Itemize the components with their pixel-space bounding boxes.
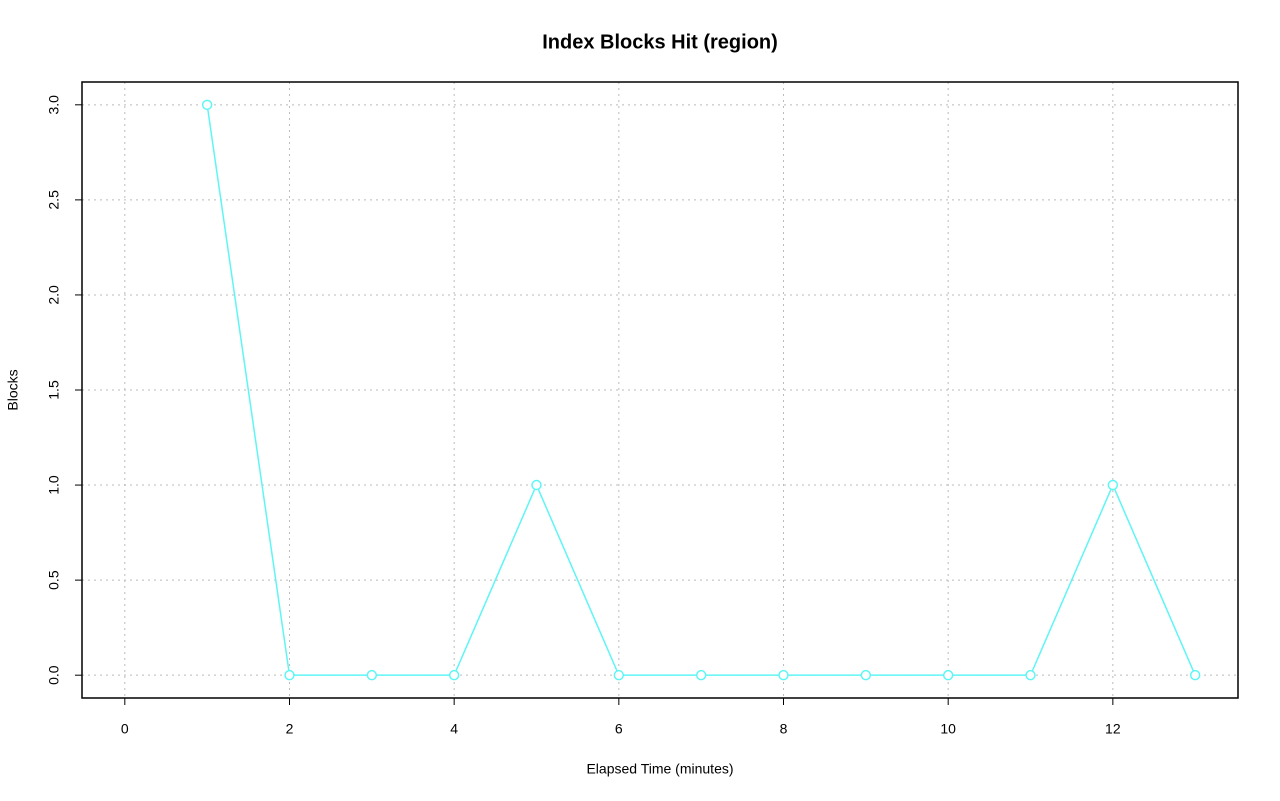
y-axis-label: Blocks <box>5 369 21 410</box>
x-tick-label: 8 <box>780 721 788 737</box>
x-tick-label: 10 <box>940 721 956 737</box>
y-tick-label: 2.5 <box>46 190 62 210</box>
data-point <box>613 669 625 681</box>
y-tick-label: 0.5 <box>46 570 62 590</box>
data-point <box>1189 669 1201 681</box>
data-point <box>860 669 872 681</box>
data-point <box>942 669 954 681</box>
y-tick-label: 0.0 <box>46 665 62 685</box>
x-tick-label: 0 <box>121 721 129 737</box>
data-point <box>1025 669 1036 681</box>
y-tick-label: 1.0 <box>46 475 62 495</box>
data-point <box>448 669 460 681</box>
y-tick-label: 1.5 <box>46 380 62 400</box>
chart-title: Index Blocks Hit (region) <box>542 31 778 53</box>
x-axis-label: Elapsed Time (minutes) <box>586 761 733 777</box>
data-point <box>201 99 213 111</box>
x-tick-label: 6 <box>615 721 623 737</box>
data-point <box>695 669 707 681</box>
plot-frame <box>81 81 1239 699</box>
y-tick-label: 2.0 <box>46 285 62 305</box>
data-point <box>366 669 378 681</box>
x-tick-label: 2 <box>286 721 294 737</box>
data-point <box>284 669 295 681</box>
y-tick-label: 3.0 <box>46 95 62 115</box>
x-tick-label: 4 <box>450 721 458 737</box>
data-point <box>1107 479 1119 491</box>
data-point <box>531 479 542 491</box>
x-tick-label: 12 <box>1105 721 1121 737</box>
data-point <box>778 669 789 681</box>
